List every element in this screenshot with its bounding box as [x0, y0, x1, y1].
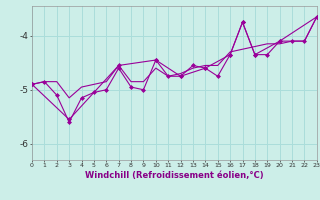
X-axis label: Windchill (Refroidissement éolien,°C): Windchill (Refroidissement éolien,°C) — [85, 171, 264, 180]
